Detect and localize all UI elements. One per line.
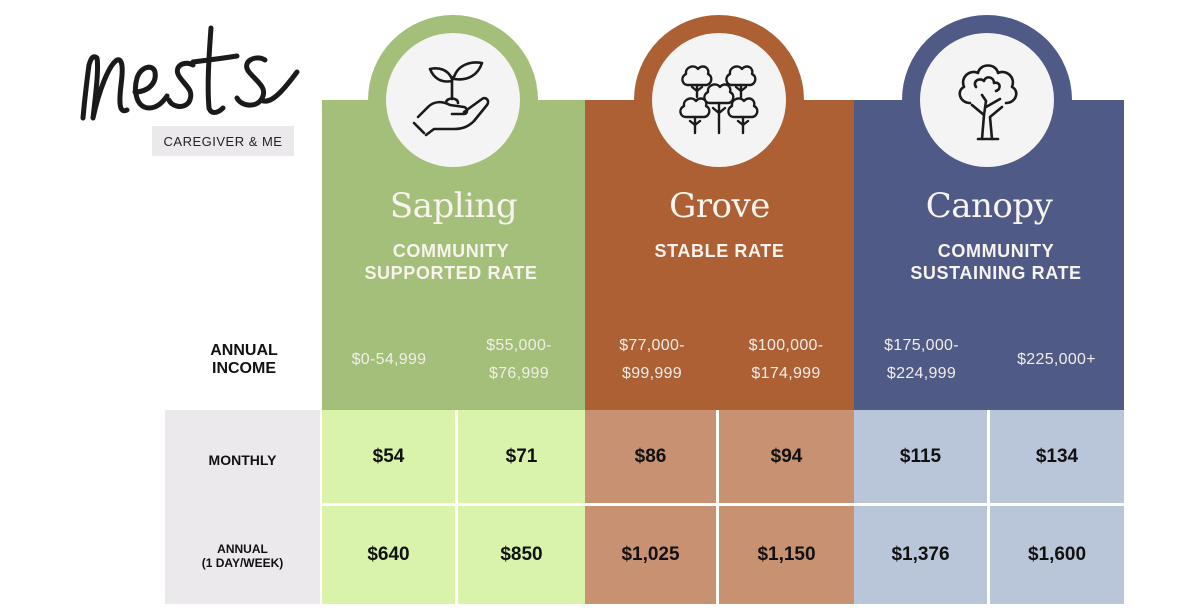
tier-sapling-subtitle: COMMUNITY SUPPORTED RATE [364, 241, 538, 283]
income-range: $77,000- $99,999 [619, 337, 685, 382]
sapling-price-area [322, 410, 585, 604]
annual-price: $1,600 [1027, 544, 1087, 565]
nests-logo [75, 10, 305, 135]
tree-icon [958, 64, 1018, 141]
row-label-column [165, 410, 320, 604]
income-range: $100,000- $174,999 [748, 337, 824, 382]
row-label-annual-1day: ANNUAL (1 DAY/WEEK) [201, 542, 284, 570]
income-range: $225,000+ [1017, 351, 1096, 368]
tier-grove-medal [652, 33, 786, 167]
monthly-price: $134 [1035, 445, 1079, 467]
grove-price-area [585, 410, 854, 604]
income-range: $175,000- $224,999 [884, 337, 959, 382]
tier-canopy-subtitle: COMMUNITY SUSTAINING RATE [910, 241, 1082, 283]
grid-divider [716, 410, 719, 604]
income-range: $55,000- $76,999 [486, 337, 552, 382]
tier-sapling-medal [386, 33, 520, 167]
grid-divider [987, 410, 990, 604]
annual-price: $1,025 [621, 544, 680, 565]
row-label-monthly: MONTHLY [208, 452, 277, 468]
annual-price: $850 [500, 544, 543, 565]
monthly-price: $71 [505, 445, 538, 467]
monthly-price: $54 [372, 445, 405, 467]
tree-grove-icon [679, 65, 759, 135]
tier-grove-name: Grove [669, 186, 770, 226]
tier-grove-subtitle: STABLE RATE [654, 241, 785, 261]
nests-logo-script [80, 25, 300, 121]
income-range: $0-54,999 [351, 351, 427, 368]
tier-sapling-name: Sapling [389, 186, 518, 226]
monthly-price: $94 [770, 445, 803, 467]
grid-divider [322, 503, 1124, 506]
monthly-price: $115 [899, 445, 942, 467]
annual-price: $1,376 [891, 544, 950, 565]
grid-divider [455, 410, 458, 604]
subtitle-badge: CAREGIVER & ME [152, 126, 294, 156]
hand-sprout-icon [412, 61, 490, 137]
row-label-annual-income: ANNUAL INCOME [210, 342, 278, 377]
tier-canopy-medal [920, 33, 1054, 167]
monthly-price: $86 [634, 445, 667, 467]
annual-price: $640 [367, 544, 410, 565]
annual-price: $1,150 [757, 544, 816, 565]
tier-canopy-name: Canopy [925, 186, 1053, 226]
